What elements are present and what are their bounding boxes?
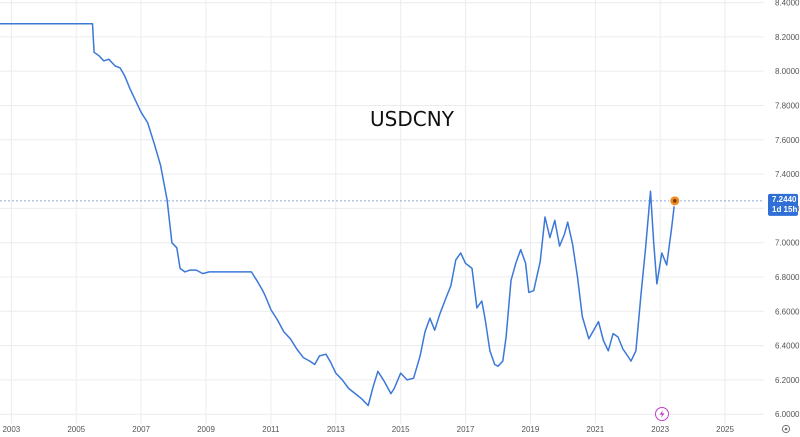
x-tick-label: 2023 [651, 425, 669, 434]
x-tick-label: 2021 [586, 425, 604, 434]
x-tick-label: 2019 [522, 425, 540, 434]
settings-gear-icon[interactable] [781, 424, 791, 434]
x-axis-ticks: 2003 2005 2007 2009 2011 2013 2015 2017 2019 2021… [2, 425, 734, 434]
lightning-icon[interactable] [655, 407, 669, 421]
y-tick-label: 7.4000 [775, 170, 800, 179]
y-tick-label: 6.4000 [775, 342, 800, 351]
x-tick-label: 2011 [262, 425, 280, 434]
y-tick-label: 6.8000 [775, 273, 800, 282]
last-point-marker [669, 195, 681, 207]
y-tick-label: 7.0000 [775, 239, 800, 248]
last-value-badge: 7.2440 1d 15h [768, 193, 798, 216]
y-tick-label: 8.2000 [775, 33, 800, 42]
x-tick-label: 2009 [197, 425, 215, 434]
x-tick-label: 2003 [2, 425, 20, 434]
y-tick-label: 7.6000 [775, 136, 800, 145]
series-line-usdcny [0, 22, 676, 407]
x-tick-label: 2015 [392, 425, 410, 434]
x-tick-label: 2017 [457, 425, 475, 434]
y-tick-label: 8.4000 [775, 0, 800, 8]
x-tick-label: 2013 [327, 425, 345, 434]
last-value-label: 7.2440 [772, 195, 797, 204]
y-tick-label: 6.6000 [775, 307, 800, 316]
x-tick-label: 2025 [716, 425, 734, 434]
y-tick-label: 6.2000 [775, 376, 800, 385]
y-tick-label: 6.0000 [775, 410, 800, 419]
y-tick-label: 8.0000 [775, 67, 800, 76]
grid [0, 0, 764, 424]
x-tick-label: 2005 [67, 425, 85, 434]
y-tick-label: 7.8000 [775, 101, 800, 110]
x-tick-label: 2007 [132, 425, 150, 434]
countdown-label: 1d 15h [772, 205, 797, 214]
chart-title: USDCNY [370, 107, 455, 131]
